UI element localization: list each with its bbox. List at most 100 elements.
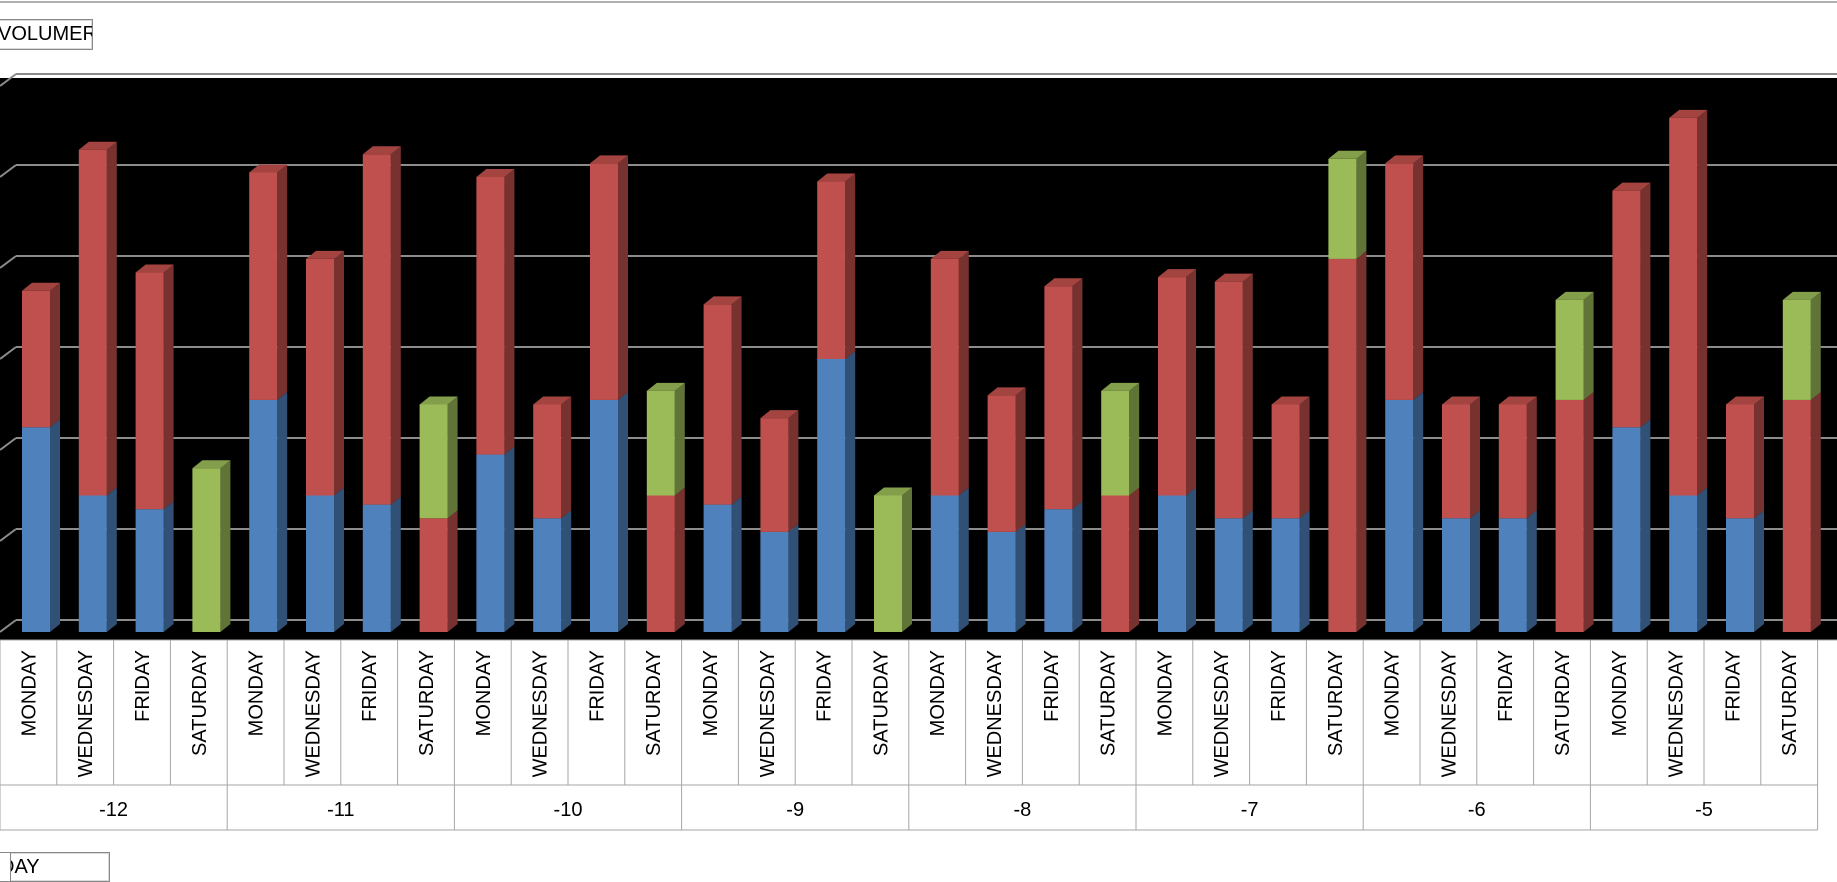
bar-side	[1299, 396, 1310, 519]
bar-side	[1186, 487, 1196, 632]
bar-top	[362, 146, 401, 155]
bar-segment	[1442, 510, 1480, 632]
bar-front	[987, 531, 1016, 632]
bar-side	[674, 487, 685, 632]
bar-front	[1442, 518, 1470, 632]
bar-top	[1726, 396, 1764, 405]
bar-segment	[1385, 155, 1424, 400]
group-tick-label: -12	[99, 799, 128, 821]
bar-side	[1526, 510, 1537, 632]
bar-side	[1583, 291, 1594, 400]
bar-front	[1271, 518, 1300, 632]
bar-segment	[1726, 510, 1764, 632]
bar-front	[760, 418, 789, 532]
bar-segment	[476, 169, 515, 455]
bar-side	[561, 396, 572, 519]
bar-front	[1442, 404, 1470, 519]
bar-side	[1640, 182, 1651, 428]
bar-segment	[1669, 487, 1708, 632]
bar-segment	[1271, 510, 1310, 632]
bar-front	[192, 468, 221, 632]
bar-front	[930, 495, 959, 632]
gridline-diagonal	[0, 437, 17, 451]
bar-top	[1214, 273, 1253, 282]
bar-front	[1158, 495, 1186, 632]
bar-segment	[1328, 150, 1367, 259]
day-tick-label: MONDAY	[18, 650, 40, 736]
bar-side	[1356, 150, 1367, 259]
bar-side	[390, 496, 401, 632]
bar-side	[50, 419, 60, 632]
bar-segment	[135, 264, 174, 510]
bar-segment	[78, 487, 117, 632]
bar-front	[476, 454, 505, 632]
bar-top	[419, 396, 458, 405]
bar-side	[1470, 396, 1480, 519]
bar-front	[1385, 163, 1414, 400]
bar-side	[1242, 510, 1253, 632]
bar-side	[1356, 250, 1367, 632]
bar-front	[1101, 495, 1130, 632]
axis-field-button[interactable]: DAY	[0, 852, 110, 882]
day-tick-label: SATURDAY	[189, 650, 211, 756]
day-tick-label: MONDAY	[700, 650, 722, 736]
bar-side	[163, 501, 174, 632]
bar-segment	[1498, 396, 1537, 519]
bar-segment	[22, 419, 60, 632]
bar-front	[362, 154, 391, 505]
bar-front	[817, 181, 846, 359]
bar-side	[1015, 387, 1026, 532]
bar-side	[618, 391, 628, 632]
bar-segment	[1101, 382, 1140, 496]
bar-front	[1271, 404, 1300, 519]
bar-side	[106, 141, 117, 496]
day-tick-label: MONDAY	[473, 650, 495, 736]
bar-segment	[533, 396, 572, 519]
bar-segment	[590, 155, 628, 400]
sheet-top-border	[0, 1, 1837, 3]
bar-front	[533, 404, 562, 519]
bar-segment	[249, 164, 288, 400]
bar-segment	[646, 487, 685, 632]
bar-front	[476, 177, 505, 455]
bar-side	[561, 510, 572, 632]
bar-side	[390, 146, 401, 505]
bar-segment	[987, 387, 1026, 532]
bar-front	[419, 404, 448, 519]
bar-segment	[703, 296, 742, 505]
day-tick-label: FRIDAY	[1268, 650, 1290, 722]
bar-side	[1640, 419, 1651, 632]
day-tick-label: FRIDAY	[1041, 650, 1063, 722]
bar-segment	[1726, 396, 1764, 519]
bar-front	[703, 504, 732, 632]
bar-front	[135, 272, 164, 510]
bar-side	[731, 296, 742, 505]
bar-top	[1385, 155, 1424, 164]
bar-front	[1612, 427, 1641, 632]
day-tick-label: SATURDAY	[1552, 650, 1574, 756]
bar-segment	[760, 410, 799, 532]
gridline-diagonal	[0, 619, 17, 633]
value-field-button[interactable]: VOLUMER	[0, 19, 93, 50]
bar-segment	[362, 496, 401, 632]
bar-segment	[930, 250, 969, 496]
day-tick-label: WEDNESDAY	[984, 650, 1006, 777]
bar-side	[845, 173, 856, 359]
bar-top	[135, 264, 174, 273]
bar-top	[1158, 269, 1196, 278]
bar-segment	[476, 446, 515, 632]
bar-segment	[192, 460, 231, 632]
bar-top	[1271, 396, 1310, 405]
bar-segment	[1612, 182, 1651, 428]
bar-side	[674, 382, 685, 496]
bar-side	[1413, 155, 1424, 400]
bar-top	[476, 169, 515, 177]
day-tick-label: SATURDAY	[416, 650, 438, 756]
bar-side	[163, 264, 174, 510]
day-tick-label: SATURDAY	[643, 650, 665, 756]
day-tick-label: MONDAY	[1154, 650, 1176, 736]
bar-front	[760, 531, 789, 632]
bar-segment	[22, 282, 60, 428]
bar-side	[1583, 391, 1594, 632]
day-tick-label: FRIDAY	[814, 650, 836, 722]
